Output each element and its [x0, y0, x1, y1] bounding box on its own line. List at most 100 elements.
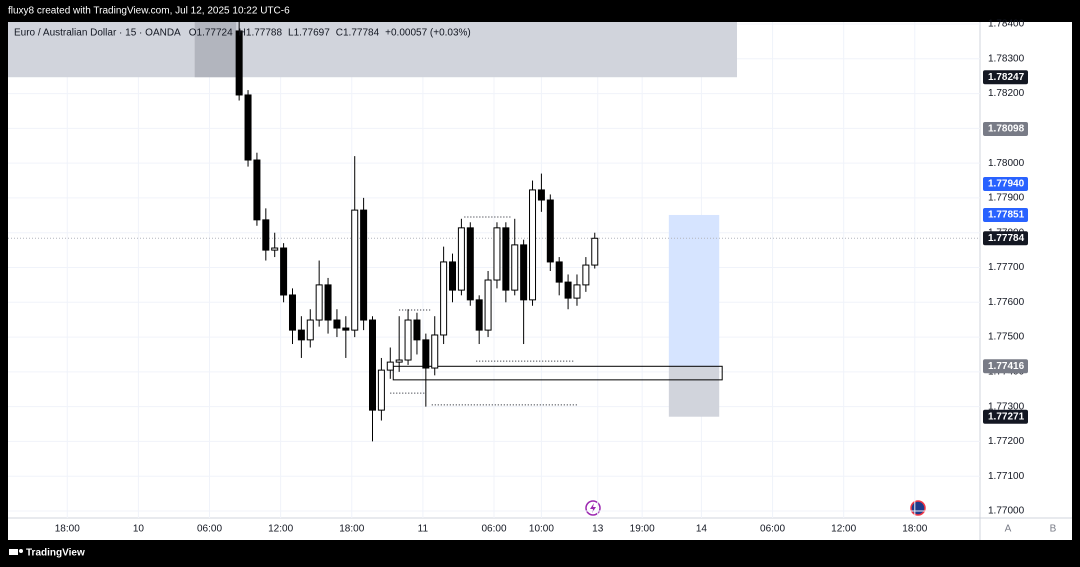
candle-body	[271, 247, 279, 251]
candle-body	[297, 329, 305, 341]
zone	[194, 22, 237, 78]
candle-body	[573, 284, 581, 299]
price-badge-label: 1.78247	[988, 72, 1025, 83]
candle-body	[342, 327, 350, 331]
x-tick-label: 18:00	[339, 524, 364, 535]
x-tick-label: 14	[696, 524, 708, 535]
zone	[392, 365, 723, 381]
x-tick-label: 06:00	[197, 524, 222, 535]
candle-body	[288, 294, 296, 331]
price-badge-label: 1.77416	[988, 361, 1025, 372]
candle-body	[377, 369, 385, 411]
candle-body	[520, 244, 528, 301]
x-tick-label: 10:00	[529, 524, 554, 535]
x-tick-label: 10	[133, 524, 145, 535]
candle-body	[369, 319, 376, 411]
x-tick-label: 13	[592, 524, 604, 535]
candle-body	[351, 209, 359, 331]
price-badge-label: 1.77851	[988, 210, 1025, 221]
legend-item: C1.77784	[336, 28, 380, 39]
footer: TradingView	[26, 548, 85, 559]
candle-body	[386, 361, 394, 371]
y-tick-label: 1.78200	[988, 88, 1025, 99]
price-badge-label: 1.77784	[988, 233, 1025, 244]
candle-body	[564, 281, 572, 299]
candle-body	[413, 319, 421, 341]
candle-body	[511, 244, 519, 291]
price-badge	[983, 231, 1028, 246]
x-tick-label: 18:00	[902, 524, 927, 535]
candle-body	[449, 261, 457, 291]
event-icon[interactable]	[910, 500, 926, 516]
candle-body	[546, 199, 554, 263]
candle-body	[537, 189, 545, 201]
y-tick-label: 1.77200	[988, 436, 1025, 447]
y-tick-label: 1.77500	[988, 332, 1025, 343]
legend-item: +0.00057 (+0.03%)	[385, 28, 471, 39]
price-badge	[983, 70, 1028, 85]
price-badge-label: 1.77940	[988, 179, 1025, 190]
x-tick-label: 18:00	[55, 524, 80, 535]
plot-area	[8, 22, 980, 518]
candle-body	[333, 319, 341, 329]
ohlc-legend: O1.77724 H1.77788 L1.77697 C1.77784 +0.00057…	[189, 28, 471, 39]
candle-body	[262, 219, 270, 251]
y-tick-label: 1.77300	[988, 401, 1025, 412]
footer-logo	[9, 549, 23, 555]
zone	[8, 22, 737, 78]
legend-item: O1.77724	[189, 28, 233, 39]
candle-body	[457, 227, 465, 291]
candle-body	[280, 247, 288, 296]
legend-item: L1.77697	[288, 28, 330, 39]
y-tick-label: 1.78400	[988, 19, 1025, 30]
price-badge	[983, 207, 1028, 222]
y-tick-label: 1.77600	[988, 297, 1025, 308]
candle-body	[404, 319, 412, 361]
candle-body	[582, 264, 590, 286]
candle-body	[395, 359, 403, 363]
header: fluxy8 created with TradingView.com, Jul…	[8, 6, 290, 17]
candle-body	[529, 189, 537, 301]
candle-body	[555, 261, 563, 283]
candle-body	[475, 299, 483, 331]
price-badge	[983, 177, 1028, 192]
y-tick-label: 1.78300	[988, 53, 1025, 64]
y-tick-label: 1.77700	[988, 262, 1025, 273]
price-badge	[983, 359, 1028, 374]
x-tick-label: 11	[418, 524, 429, 535]
candle-body	[493, 227, 501, 281]
zone	[668, 214, 720, 367]
candle-body	[360, 209, 368, 321]
price-badge	[983, 122, 1028, 137]
y-tick-label: 1.77000	[988, 506, 1025, 517]
candle-body	[422, 339, 430, 369]
candle-body	[466, 227, 474, 301]
x-tick-label: 06:00	[760, 524, 785, 535]
candle-body	[431, 334, 439, 369]
symbol-title: Euro / Australian Dollar · 15 · OANDA	[14, 28, 181, 39]
candle-body	[591, 237, 599, 266]
axis-button[interactable]: A	[1005, 524, 1012, 535]
candle-body	[484, 279, 492, 331]
price-badge-label: 1.77271	[988, 411, 1025, 422]
candle-body	[253, 159, 261, 221]
zone	[668, 366, 720, 417]
price-badge	[983, 409, 1028, 424]
candle-body	[235, 30, 243, 96]
axis-button[interactable]: B	[1050, 524, 1057, 535]
candle-body	[315, 284, 323, 321]
candle-body	[440, 261, 448, 336]
candle-body	[502, 227, 510, 291]
candle-body	[306, 319, 314, 341]
y-tick-label: 1.78000	[988, 158, 1025, 169]
y-tick-label: 1.77900	[988, 193, 1025, 204]
candle-body	[244, 94, 252, 161]
x-tick-label: 06:00	[481, 524, 506, 535]
candle-body	[324, 284, 332, 321]
price-badge-label: 1.78098	[988, 124, 1025, 135]
x-tick-label: 12:00	[831, 524, 856, 535]
legend-item: H1.77788	[239, 28, 283, 39]
x-tick-label: 12:00	[268, 524, 293, 535]
x-tick-label: 19:00	[630, 524, 655, 535]
